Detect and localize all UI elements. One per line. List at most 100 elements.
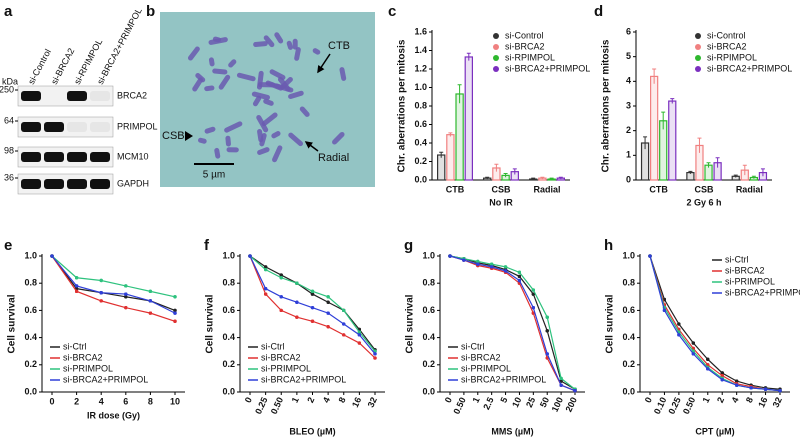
- chromosome: [226, 147, 239, 153]
- chromosome: [251, 91, 270, 100]
- x-axis-label: CPT (µM): [695, 426, 734, 436]
- y-tick-label: 0.0: [414, 174, 427, 184]
- chromosome: [257, 147, 270, 155]
- y-tick-label: 0.0: [622, 386, 635, 396]
- chromosome: [294, 47, 301, 61]
- line: [648, 254, 782, 393]
- panel-label: h: [604, 237, 613, 254]
- y-axis-label: Cell survival: [205, 294, 216, 353]
- x-tick-label: 16: [756, 396, 769, 409]
- error-bar: [670, 98, 675, 104]
- chromosome: [225, 135, 231, 147]
- y-tick-label: 0.6: [622, 305, 635, 315]
- chromosome: [312, 48, 321, 55]
- arrowhead: [185, 131, 193, 141]
- y-axis-label: Chr. aberrations per mitosis: [601, 39, 612, 172]
- x-axis-label: IR dose (Gy): [87, 410, 140, 420]
- band: [21, 179, 41, 189]
- chromosome: [288, 132, 304, 147]
- kda-marker: 64: [4, 115, 14, 125]
- error-bar: [661, 111, 666, 130]
- panel-label: a: [4, 3, 13, 20]
- y-tick-label: 0.6: [422, 305, 435, 315]
- x-tick-label: 0.10: [652, 396, 668, 416]
- error-bar: [485, 176, 490, 180]
- blot-strip: [17, 116, 114, 138]
- protein-label: BRCA2: [117, 90, 147, 100]
- legend-label: si-BRCA2+PRIMPOL: [505, 63, 590, 73]
- legend-label: si-Ctrl: [63, 341, 87, 351]
- legend-swatch: [695, 33, 701, 39]
- legend-label: si-BRCA2: [261, 352, 301, 362]
- legend-label: si-PRIMPOL: [261, 363, 311, 373]
- kda-marker: 98: [4, 145, 14, 155]
- error-bar: [688, 170, 693, 174]
- error-bar: [558, 176, 563, 180]
- protein-label: GAPDH: [117, 178, 149, 188]
- panel-b: b CTB CSB Radial 5 µm: [146, 3, 375, 187]
- error-bar: [457, 84, 462, 104]
- x-tick-label: 0.50: [451, 396, 467, 416]
- x-tick-label: 0: [443, 396, 454, 405]
- chromosome: [236, 72, 256, 82]
- y-tick-label: 2: [626, 125, 631, 135]
- chromosome: [259, 133, 267, 147]
- error-bar: [466, 52, 471, 61]
- chromosome: [195, 73, 206, 83]
- panel-label: c: [388, 3, 396, 20]
- chromosome: [214, 147, 221, 159]
- y-tick-label: 0.4: [422, 332, 435, 342]
- chromosome: [332, 131, 345, 145]
- x-tick-label: 6: [123, 396, 128, 406]
- legend-label: si-PRIMPOL: [63, 363, 113, 373]
- panel-label: g: [404, 237, 413, 254]
- y-tick-label: 0.2: [222, 359, 235, 369]
- x-tick-label: 8: [744, 396, 755, 405]
- legend-label: si-Control: [505, 30, 544, 40]
- x-tick-label: 1: [290, 396, 301, 405]
- error-bar: [439, 151, 444, 158]
- legend-label: si-BRCA2: [461, 352, 501, 362]
- x-tick-label: 8: [148, 396, 153, 406]
- x-tick-label: 0.50: [681, 396, 697, 416]
- blot-strip: [17, 85, 114, 107]
- y-tick-label: 0.2: [24, 359, 37, 369]
- band: [21, 152, 41, 162]
- x-tick-label: Radial: [736, 184, 763, 194]
- legend-swatch: [493, 66, 499, 72]
- chromosome: [228, 59, 237, 68]
- band: [90, 122, 110, 132]
- y-axis-label: Cell survival: [7, 294, 18, 353]
- chromosome: [288, 90, 304, 99]
- panel-label: f: [204, 237, 210, 254]
- x-tick-label: 8: [337, 396, 348, 405]
- arrow-label: Radial: [318, 152, 349, 164]
- kda-marker: 36: [4, 172, 14, 182]
- error-bar: [503, 173, 508, 178]
- x-tick-label: CTB: [446, 184, 465, 194]
- x-tick-label: 0.25: [666, 396, 682, 416]
- y-tick-label: 3: [626, 100, 631, 110]
- x-axis-label: 2 Gy 6 h: [686, 197, 721, 207]
- x-tick-label: 2: [305, 396, 316, 405]
- chromosome: [197, 137, 207, 144]
- error-bar: [531, 177, 536, 180]
- arrow-label: CTB: [328, 40, 350, 52]
- legend-label: si-BRCA2+PRIMPOL: [725, 287, 800, 297]
- y-tick-label: 0.8: [24, 278, 37, 288]
- x-tick-label: 32: [366, 396, 379, 409]
- chromosome: [253, 41, 268, 47]
- legend-swatch: [493, 33, 499, 39]
- y-tick-label: 0.0: [24, 386, 37, 396]
- chart-f: f 0.0 0.2 0.4 0.6 0.8 1.0 Cell survival 0 0.25 0.5…: [204, 237, 385, 436]
- x-tick-label: CTB: [649, 184, 668, 194]
- chromosomes: [187, 32, 347, 163]
- chromosome: [204, 85, 215, 92]
- legend-label: si-Control: [707, 30, 746, 40]
- chromosome: [339, 67, 347, 81]
- y-axis-label: Cell survival: [605, 294, 616, 353]
- x-tick-label: 32: [771, 396, 784, 409]
- legend-label: si-BRCA2+PRIMPOL: [63, 374, 148, 384]
- y-tick-label: 0.6: [414, 119, 427, 129]
